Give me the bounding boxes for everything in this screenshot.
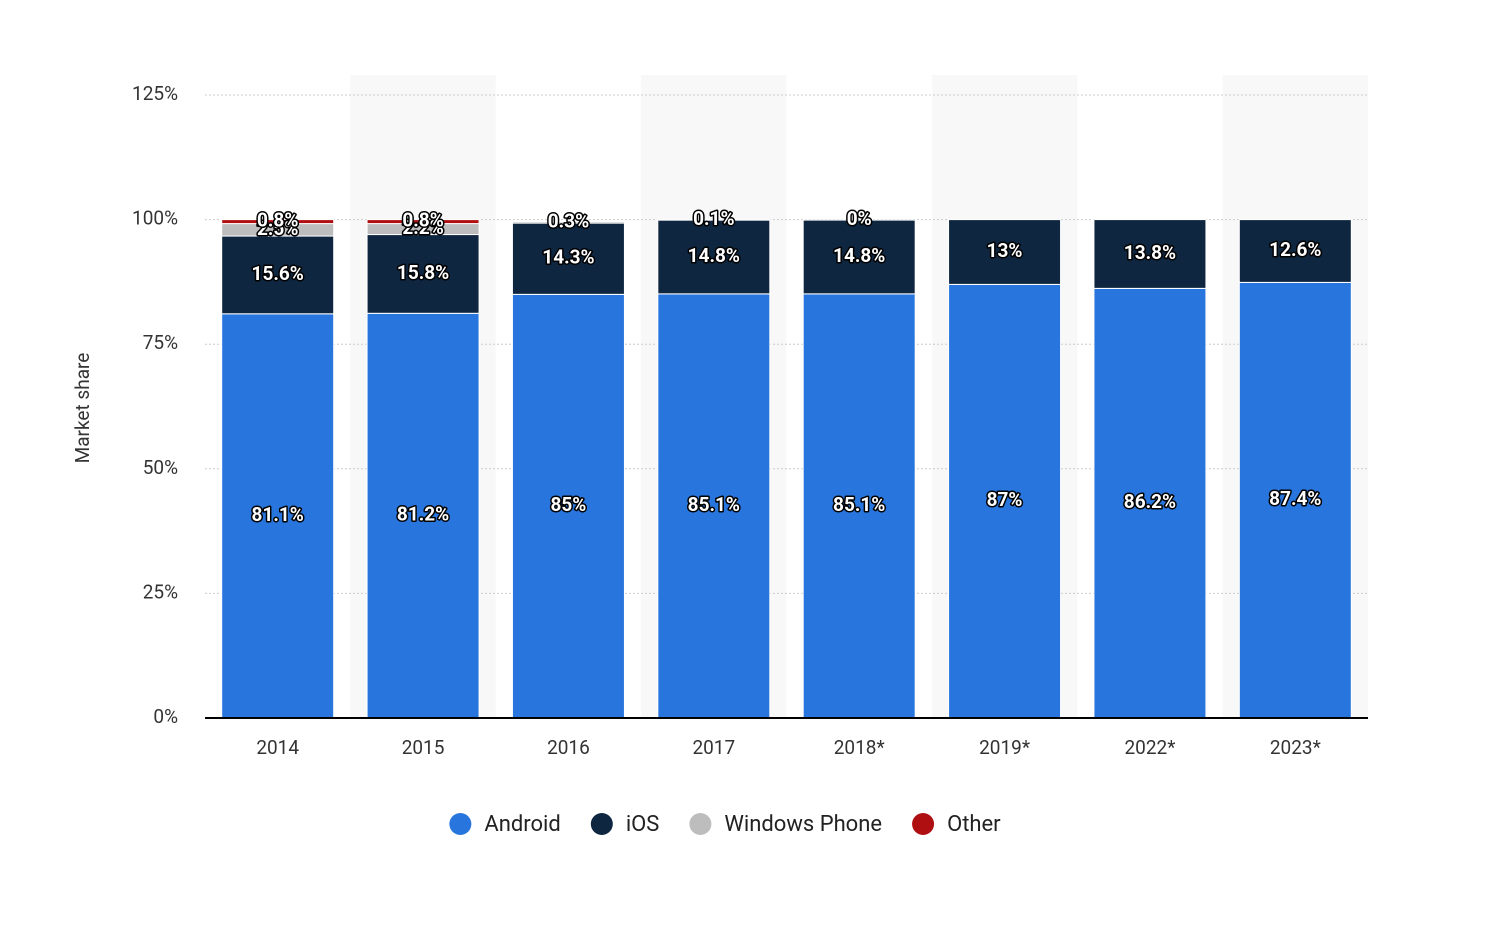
bar-segment — [366, 219, 480, 225]
legend-label: Android — [484, 812, 560, 837]
x-tick-label: 2016 — [547, 736, 590, 759]
bar-segment — [948, 283, 1062, 719]
data-label: 85% — [551, 493, 587, 516]
data-label: 0.8% — [257, 209, 298, 232]
data-label: 0.3% — [548, 209, 589, 232]
x-tick-label: 2014 — [256, 736, 299, 759]
bar-segment — [948, 219, 1062, 285]
data-label: 85.1% — [688, 493, 740, 516]
data-label: 13% — [987, 239, 1023, 262]
bar-segment — [511, 293, 625, 719]
data-label: 15.6% — [252, 262, 304, 285]
data-label: 14.3% — [542, 246, 594, 269]
data-label: 15.8% — [397, 261, 449, 284]
bar-segment — [802, 219, 916, 295]
y-tick-label: 50% — [143, 456, 178, 479]
legend-label: Other — [947, 812, 1001, 837]
bar-segment — [1238, 219, 1352, 283]
data-label: 14.8% — [688, 244, 740, 267]
bar-segment — [1238, 281, 1352, 719]
bar-segment — [657, 293, 771, 719]
bar-segment — [657, 219, 771, 295]
legend-label: iOS — [626, 812, 660, 837]
data-label: 0% — [847, 207, 872, 230]
legend-marker — [449, 813, 472, 835]
x-tick-label: 2017 — [692, 736, 735, 759]
bar-segment — [802, 293, 916, 719]
bar-segment — [1093, 287, 1207, 719]
x-tick-label: 2018* — [834, 736, 885, 759]
y-axis-label: Market share — [71, 353, 94, 464]
x-tick-label: 2015 — [402, 736, 445, 759]
data-label: 87.4% — [1269, 487, 1321, 510]
x-tick-label: 2023* — [1270, 736, 1321, 759]
data-label: 81.1% — [252, 503, 304, 526]
data-label: 86.2% — [1124, 490, 1176, 513]
data-label: 12.6% — [1269, 238, 1321, 261]
data-label: 81.2% — [397, 503, 449, 526]
data-label: 87% — [987, 488, 1023, 511]
y-tick-label: 100% — [132, 207, 178, 230]
bar-segment — [221, 219, 335, 225]
data-label: 85.1% — [833, 493, 885, 516]
legend-marker — [689, 813, 712, 835]
data-label: 13.8% — [1124, 241, 1176, 264]
legend-label: Windows Phone — [724, 812, 882, 837]
x-tick-label: 2022* — [1124, 736, 1175, 759]
data-label: 14.8% — [833, 244, 885, 267]
bar-segment — [1093, 219, 1207, 289]
bar-segment — [366, 312, 480, 719]
legend-marker — [912, 813, 935, 835]
data-label: 0.8% — [402, 209, 443, 232]
legend-marker — [590, 813, 613, 835]
y-tick-label: 0% — [153, 705, 178, 728]
y-tick-label: 75% — [143, 331, 178, 354]
bar-segment — [511, 221, 625, 224]
y-tick-label: 25% — [143, 580, 178, 603]
data-label: 0.1% — [693, 207, 734, 230]
data-label: 2.2% — [402, 216, 443, 239]
bar-segment — [511, 222, 625, 295]
y-tick-label: 125% — [132, 82, 178, 105]
bar-segment — [366, 234, 480, 314]
x-tick-label: 2019* — [979, 736, 1030, 759]
data-label: 2.5% — [257, 217, 298, 240]
